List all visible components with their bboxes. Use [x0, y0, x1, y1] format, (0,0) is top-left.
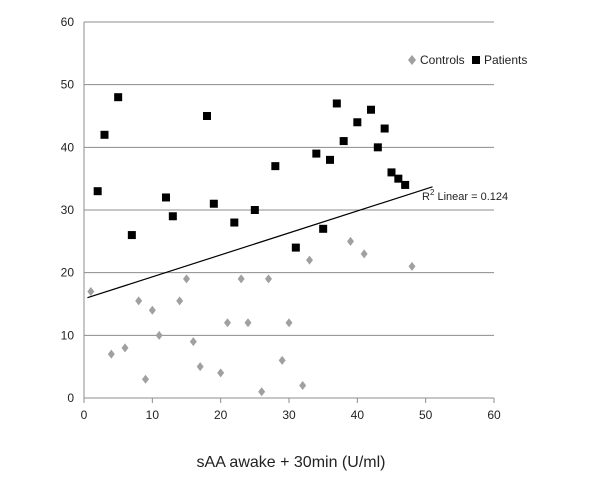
- data-point-patients: [312, 149, 321, 158]
- trendline-label-r: R: [422, 191, 430, 203]
- data-point-patients: [373, 143, 382, 152]
- data-point-controls: [299, 380, 307, 390]
- gridlines: [84, 21, 494, 336]
- data-point-controls: [244, 318, 252, 328]
- data-point-patients: [339, 137, 348, 146]
- data-point-controls: [360, 249, 368, 259]
- x-axis-tick-labels: 0 10 20 30 40 50 60: [81, 408, 501, 422]
- data-point-controls: [265, 274, 272, 284]
- y-tick-label: 60: [61, 15, 75, 29]
- data-point-patients: [100, 130, 109, 139]
- data-point-controls: [189, 337, 197, 347]
- trendline-label-sup: 2: [430, 188, 435, 197]
- data-point-patients: [168, 212, 177, 221]
- y-axis-tick-labels: 0 10 20 30 40 50 60: [61, 15, 75, 405]
- x-tick-label: 20: [214, 408, 228, 422]
- data-point-patients: [319, 224, 328, 233]
- data-point-patients: [271, 162, 280, 171]
- data-point-patients: [127, 231, 136, 240]
- x-tick-label: 0: [81, 408, 88, 422]
- legend-label-patients: Patients: [484, 53, 527, 67]
- data-point-patients: [250, 206, 259, 214]
- data-point-patients: [93, 187, 102, 196]
- y-tick-label: 20: [61, 266, 75, 280]
- data-point-patients: [326, 155, 334, 164]
- axes: [83, 22, 495, 403]
- data-point-controls: [217, 368, 225, 378]
- data-point-controls: [155, 330, 163, 340]
- data-point-patients: [367, 105, 375, 114]
- y-tick-label: 40: [61, 140, 75, 154]
- data-point-controls: [196, 362, 204, 372]
- y-tick-label: 0: [67, 391, 74, 405]
- y-tick-label: 30: [61, 203, 75, 217]
- legend: Controls Patients: [408, 53, 527, 67]
- data-point-patients: [162, 193, 170, 202]
- data-point-controls: [258, 387, 266, 397]
- x-tick-label: 60: [487, 408, 501, 422]
- data-point-controls: [237, 274, 245, 284]
- data-point-patients: [401, 180, 410, 189]
- data-point-patients: [353, 118, 362, 127]
- data-point-controls: [183, 274, 190, 284]
- data-point-controls: [278, 355, 286, 365]
- x-tick-label: 10: [146, 408, 160, 422]
- data-point-controls: [148, 305, 156, 315]
- trendline: [87, 186, 433, 299]
- legend-label-controls: Controls: [420, 53, 465, 67]
- data-point-controls: [408, 261, 416, 271]
- data-point-patients: [332, 99, 341, 108]
- x-tick-label: 50: [419, 408, 433, 422]
- data-point-controls: [87, 286, 95, 296]
- data-point-patients: [380, 124, 389, 133]
- data-point-controls: [224, 318, 231, 328]
- data-point-patients: [394, 174, 403, 183]
- trendline-label: R2 Linear = 0.124: [422, 188, 508, 203]
- data-point-controls: [285, 318, 293, 328]
- data-point-controls: [135, 296, 143, 306]
- data-point-controls: [121, 343, 129, 353]
- data-points: [87, 93, 416, 397]
- y-tick-label: 10: [61, 328, 75, 342]
- data-point-controls: [306, 255, 313, 265]
- data-point-patients: [230, 218, 239, 227]
- x-axis-title: sAA awake + 30min (U/ml): [197, 454, 386, 471]
- legend-marker-controls: [408, 55, 416, 65]
- x-tick-label: 30: [282, 408, 296, 422]
- data-point-patients: [291, 243, 300, 252]
- data-point-controls: [107, 349, 115, 359]
- x-tick-label: 40: [351, 408, 365, 422]
- trendline-label-rest: Linear = 0.124: [434, 191, 508, 203]
- data-point-patients: [203, 112, 211, 120]
- data-point-patients: [114, 93, 123, 102]
- data-point-controls: [176, 296, 184, 306]
- data-point-patients: [209, 199, 218, 208]
- trendline-group: [87, 186, 433, 299]
- data-point-controls: [142, 374, 149, 384]
- data-point-patients: [387, 168, 396, 177]
- legend-marker-patients: [472, 56, 480, 64]
- data-point-controls: [347, 236, 354, 246]
- y-tick-label: 50: [61, 78, 75, 92]
